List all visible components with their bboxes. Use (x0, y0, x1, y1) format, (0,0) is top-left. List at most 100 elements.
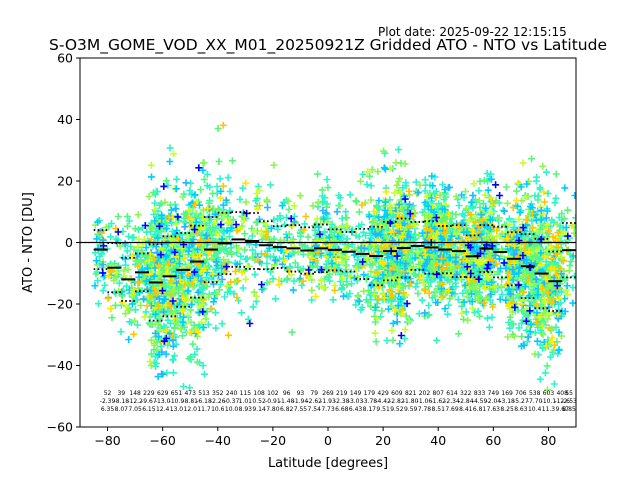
bin-annotation-text: 1.01 (239, 398, 253, 405)
bin-annotation-text: 609 (391, 390, 403, 397)
bin-annotation-text: 179 (364, 390, 376, 397)
y-tick-label: 20 (57, 174, 73, 189)
bin-annotation-text: -4.59 (472, 398, 488, 405)
bin-annotations: 52-2.396.35 39-8.188.07 148-12.27.05 229-9.… (100, 390, 577, 413)
bin-annotation-text: 473 (184, 390, 196, 397)
y-tick-label: −40 (47, 358, 73, 373)
y-axis-label: ATO - NTO [DU] (21, 192, 36, 293)
bin-annotation-text: 12.4 (156, 406, 170, 413)
y-tick-label: 60 (57, 51, 73, 66)
bin-annotation-text: 7.05 (128, 406, 142, 413)
x-tick-label: −20 (260, 433, 286, 448)
x-tick-label: 80 (540, 433, 556, 448)
bin-annotation-text: 8.93 (239, 406, 253, 413)
bin-annotation-text: -13.0 (155, 398, 171, 405)
bin-annotation-text: 10.4 (528, 406, 542, 413)
bin-annotation-text: 102 (267, 390, 279, 397)
x-tick-label: 0 (324, 433, 332, 448)
bin-annotation-text: -10.9 (169, 398, 185, 405)
bin-annotation-text: -0.91 (265, 398, 281, 405)
bin-annotation-text: 7.73 (321, 406, 335, 413)
bin-annotation-text: 6.43 (349, 406, 363, 413)
x-tick-label: −80 (94, 433, 120, 448)
scatter-series-7 (105, 179, 576, 350)
bin-annotation-text: -12.6 (554, 398, 570, 405)
bin-annotation-text: -2.84 (458, 398, 474, 405)
bin-annotation-text: 229 (143, 390, 155, 397)
y-tick-label: −20 (47, 297, 73, 312)
chart-title: S-O3M_GOME_VOD_XX_M01_20250921Z Gridded … (49, 36, 607, 55)
y-axis-ticks: −60 −40 −20 0 20 40 60 (47, 51, 80, 435)
x-tick-label: 60 (485, 433, 501, 448)
bin-annotation-text: 12.0 (184, 406, 198, 413)
bin-annotation-text: 9.52 (390, 406, 404, 413)
bin-annotation-text: -8.18 (114, 398, 130, 405)
x-tick-label: 20 (375, 433, 391, 448)
bin-annotation-text: 11.7 (197, 406, 211, 413)
x-tick-label: −60 (149, 433, 175, 448)
bin-annotation-text: 8.63 (514, 406, 528, 413)
bin-annotation-text: 39 (118, 390, 126, 397)
bin-annotation-text: 821 (405, 390, 417, 397)
bin-annotation-text: 9.14 (252, 406, 266, 413)
bin-annotation-text: 833 (474, 390, 486, 397)
bin-annotation-text: 6.15 (142, 406, 156, 413)
bin-annotation-text: 603 (543, 390, 555, 397)
bin-annotation-text: 7.78 (418, 406, 432, 413)
bin-annotation-text: 429 (377, 390, 389, 397)
bin-annotation-text: -2.62 (306, 398, 322, 405)
bin-annotation-text: 93 (297, 390, 305, 397)
bin-annotation-text: 651 (171, 390, 183, 397)
y-tick-label: −60 (47, 420, 73, 435)
bin-annotation-text: 6.82 (280, 406, 294, 413)
bin-annotation-text: 8.51 (432, 406, 446, 413)
bin-annotation-text: 115 (240, 390, 252, 397)
bin-annotation-text: -3.18 (499, 398, 515, 405)
bin-annotation-text: 7.63 (487, 406, 501, 413)
bin-annotation-text: 52 (104, 390, 112, 397)
bin-annotation-text: -2.82 (389, 398, 405, 405)
bin-annotation-text: -5.27 (513, 398, 529, 405)
bin-annotation-text: -2.53 (561, 398, 577, 405)
bin-annotation-text: -9.67 (141, 398, 157, 405)
bin-statistics (93, 211, 577, 322)
bin-annotation-text: -2.34 (444, 398, 460, 405)
bin-annotation-text: -8.81 (182, 398, 198, 405)
bin-annotation-text: 8.85 (562, 406, 576, 413)
bin-annotation-text: 13.0 (170, 406, 184, 413)
bin-annotation-text: 11.3 (542, 406, 556, 413)
scatter-series-6 (98, 121, 571, 349)
x-tick-label: 40 (430, 433, 446, 448)
bin-annotation-text: 10.0 (225, 406, 239, 413)
bin-annotation-text: 8.17 (363, 406, 377, 413)
x-axis-ticks: −80 −60 −40 −20 0 20 40 60 80 (94, 427, 556, 448)
x-axis-label: Latitude [degrees] (268, 456, 388, 471)
bin-annotation-text: -6.18 (196, 398, 212, 405)
bin-annotation-text: -2.26 (210, 398, 226, 405)
x-tick-label: −40 (205, 433, 231, 448)
bin-annotation-text: 8.41 (459, 406, 473, 413)
bin-annotation-text: 0.52 (252, 398, 266, 405)
bin-annotation-text: 6.35 (101, 406, 115, 413)
bin-annotation-text: 219 (336, 390, 348, 397)
bin-annotation-text: 108 (253, 390, 265, 397)
bin-annotation-text: 6.81 (473, 406, 487, 413)
bin-annotation-text: 79 (310, 390, 318, 397)
bin-annotation-text: -0.37 (224, 398, 240, 405)
bin-annotation-text: 352 (212, 390, 224, 397)
bin-annotation-text: 749 (488, 390, 500, 397)
bin-annotation-text: -2.04 (486, 398, 502, 405)
bin-annotation-text: 9.59 (404, 406, 418, 413)
bin-annotation-text: -1.80 (403, 398, 419, 405)
bin-annotation-text: 149 (350, 390, 362, 397)
bin-annotation-text: 269 (322, 390, 334, 397)
y-tick-label: 0 (65, 235, 73, 250)
bin-annotation-text: 9.67 (556, 406, 570, 413)
bin-annotation-text: -2.39 (100, 398, 116, 405)
scatter-points (91, 121, 576, 394)
bin-annotation-text: -1.62 (430, 398, 446, 405)
bin-annotation-text: -4.42 (375, 398, 391, 405)
bin-annotation-text: 8.07 (115, 406, 129, 413)
bin-annotation-text: 538 (529, 390, 541, 397)
